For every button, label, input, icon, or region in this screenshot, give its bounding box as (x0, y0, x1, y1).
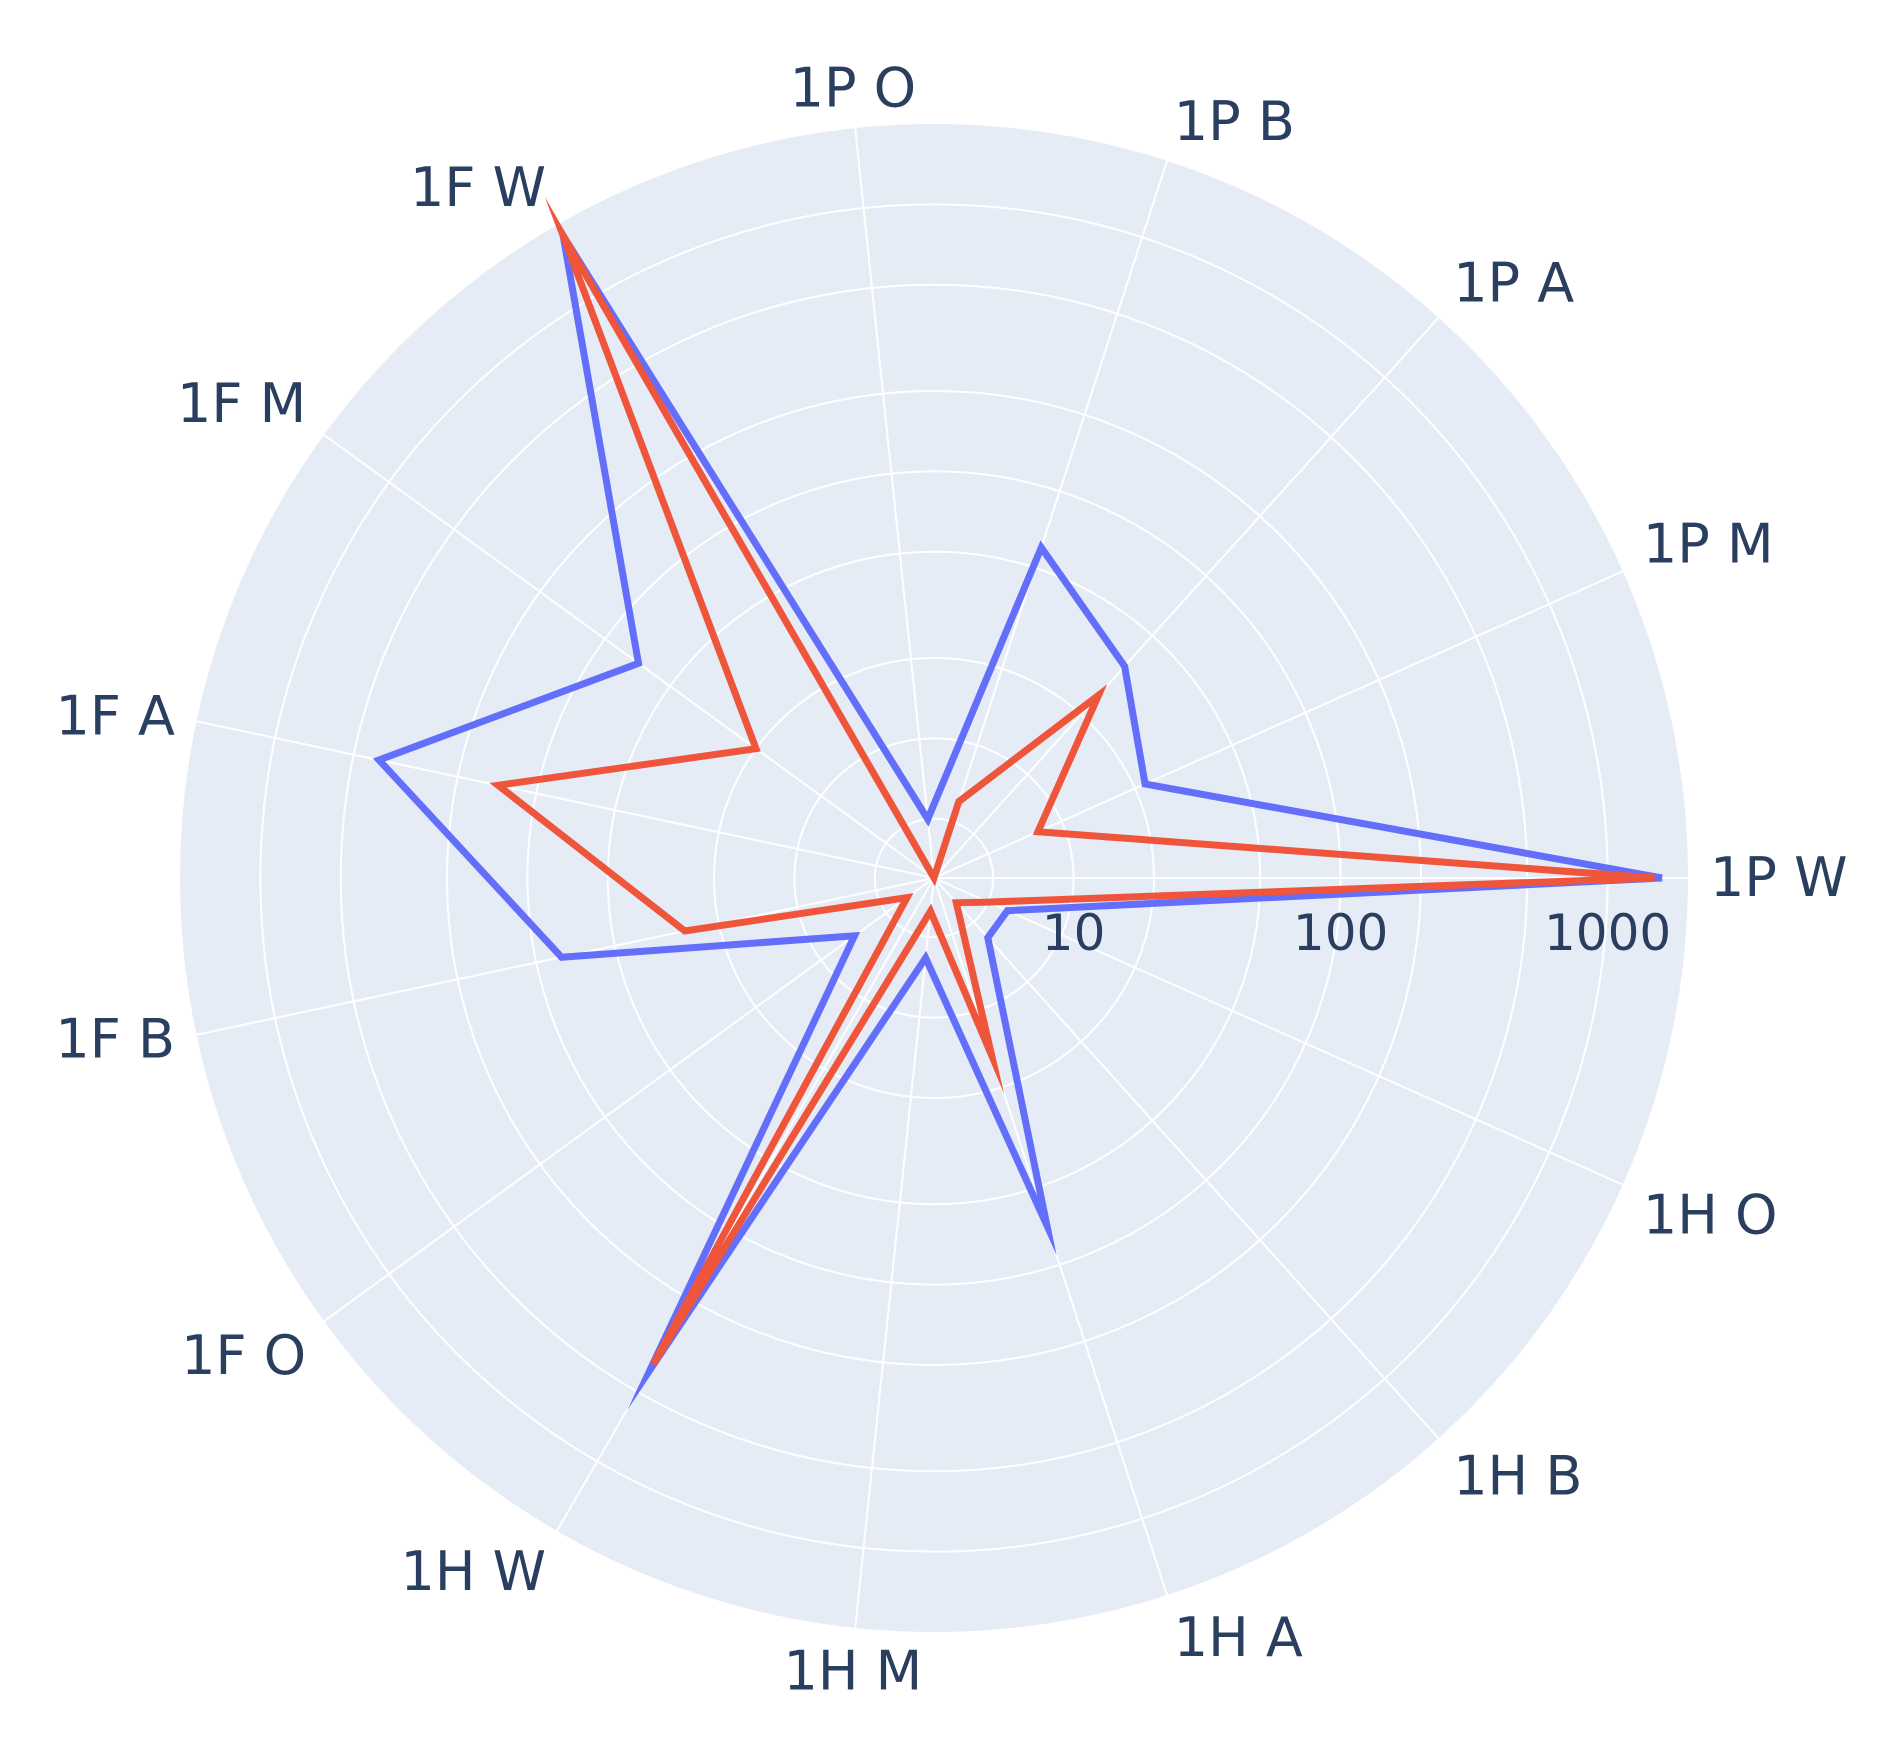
angular-label: 1P W (1710, 846, 1847, 909)
radial-tick-label: 100 (1293, 904, 1388, 962)
radial-tick-label: 1000 (1544, 904, 1671, 962)
angular-label: 1H A (1174, 1606, 1303, 1669)
angular-label-layer: 1P W 1P M 1P A 1P B 1P O 1F W 1F M 1F A 1F B 1F O… (55, 56, 1847, 1702)
angular-grid-line (854, 128, 935, 879)
angular-grid-line (556, 877, 935, 1532)
angular-label: 1H M (784, 1640, 923, 1703)
angular-label: 1P O (790, 56, 917, 119)
angular-grid-line (933, 160, 1168, 879)
angular-grid-line (323, 877, 935, 1322)
angular-label: 1H W (400, 1540, 546, 1603)
radial-tick-label: 10 (1042, 904, 1106, 962)
angular-label: 1P A (1453, 251, 1574, 314)
angular-label: 1F B (55, 1007, 175, 1070)
series-2-line (489, 196, 1655, 1367)
angular-label: 1H B (1453, 1445, 1582, 1508)
angular-grid-line (933, 316, 1440, 879)
angular-grid-line (196, 720, 935, 879)
angular-grid-line (933, 570, 1624, 879)
angular-grid-line (933, 877, 1624, 1186)
angular-grid-line (854, 877, 935, 1628)
angular-label: 1F M (177, 372, 306, 435)
angular-label: 1P M (1643, 512, 1774, 575)
angular-label: 1F W (410, 156, 546, 219)
angular-label: 1H O (1643, 1184, 1778, 1247)
angular-grid-line (323, 434, 935, 879)
radial-tick-layer: 10 100 1000 (1042, 904, 1671, 962)
angular-label: 1F O (181, 1324, 306, 1387)
angular-grid-line (933, 877, 1440, 1440)
series-layer (372, 196, 1663, 1411)
series-1-line (372, 218, 1663, 1411)
angular-label: 1P B (1174, 90, 1295, 153)
angular-label: 1F A (55, 685, 175, 748)
